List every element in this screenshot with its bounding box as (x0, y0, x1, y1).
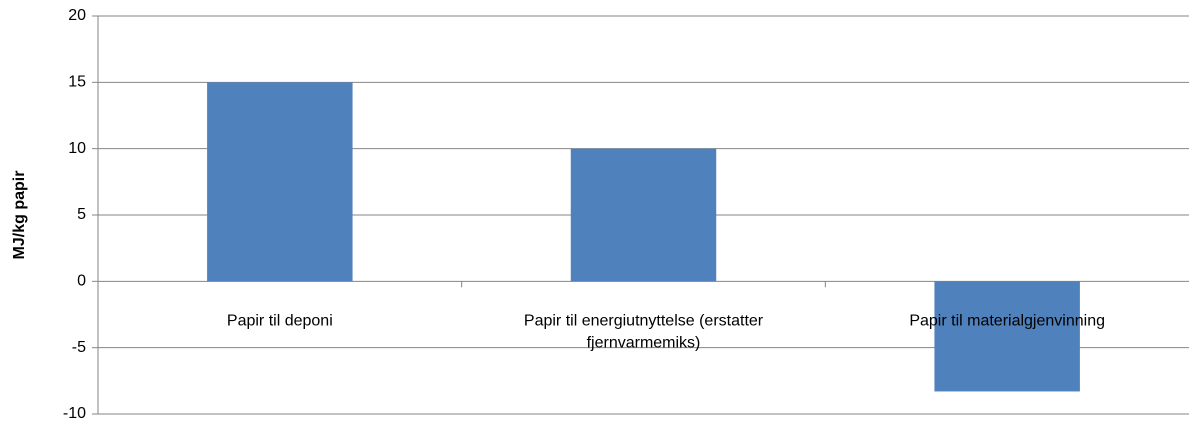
x-tick-label: Papir til materialgjenvinning (909, 313, 1105, 330)
y-tick-label: -5 (72, 339, 86, 356)
x-tick-label: Papir til energiutnyttelse (erstatter fje… (524, 313, 764, 352)
x-tick-label: Papir til deponi (227, 313, 333, 330)
bar (570, 148, 717, 282)
y-axis-label: MJ/kg papir (11, 171, 28, 260)
y-tick-label: 10 (68, 140, 86, 157)
y-tick-label: 15 (68, 74, 86, 91)
bar (207, 82, 353, 282)
y-tick-label: 5 (77, 206, 86, 223)
y-tick-label: 0 (77, 273, 86, 290)
y-tick-label: -10 (63, 405, 86, 422)
y-tick-label: 20 (68, 7, 86, 24)
bar (934, 281, 1080, 392)
